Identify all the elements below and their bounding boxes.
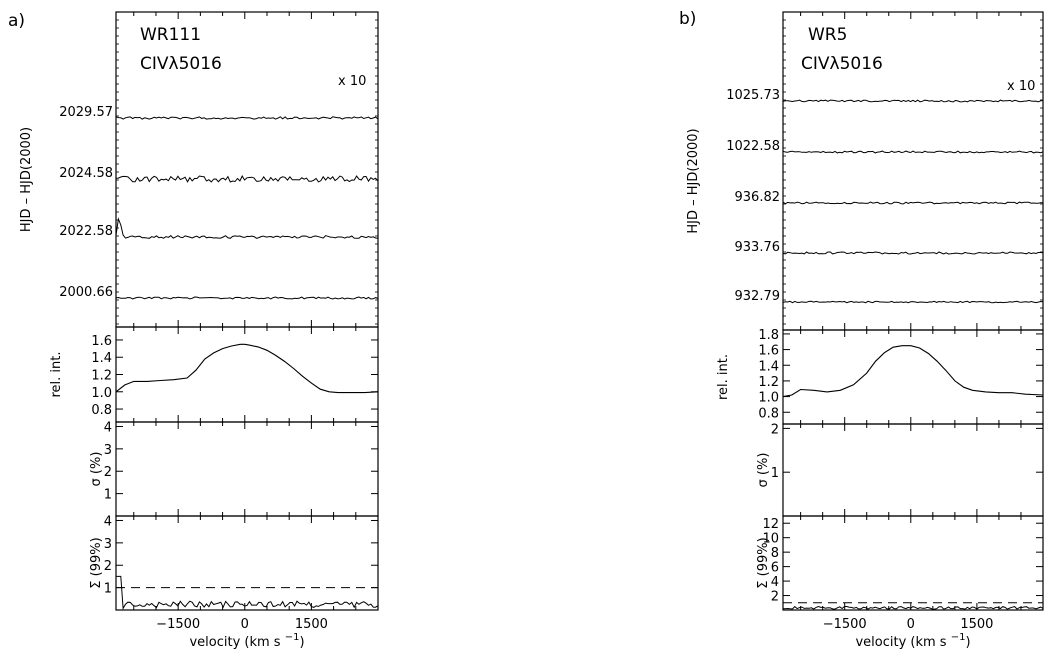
panel-b-x-tick-label: 1500 <box>960 617 993 632</box>
panel-b-profile-y-tick-label: 1.4 <box>758 359 779 374</box>
panel-a-sigma-y-tick-label: 4 <box>104 420 112 435</box>
panel-b-line-name: CIVλ5016 <box>801 54 883 74</box>
panel-b-ts-ylabel: HJD – HJD(2000) <box>686 128 701 233</box>
panel-a-sig-y-tick-label: 1 <box>104 582 112 597</box>
panel-b-x-tick-label: −1500 <box>823 617 867 632</box>
panel-b-x-tick-label: 0 <box>907 617 915 632</box>
panel-b-sig-y-tick-label: 8 <box>771 546 779 561</box>
panel-b-sigma-y-tick-label: 2 <box>771 422 779 437</box>
panel-a-epoch-label: 2022.58 <box>59 224 113 239</box>
panel-b-epoch-label: 1025.73 <box>726 88 780 103</box>
panel-b-epoch-label: 1022.58 <box>726 139 780 154</box>
panel-b-significance-line <box>782 605 1044 610</box>
panel-a-sig-y-tick-label: 4 <box>104 514 112 529</box>
panel-b-epoch-spectrum <box>782 201 1043 205</box>
panel-a-profile-y-tick-label: 1.4 <box>91 351 112 366</box>
panel-a-sigma-y-tick-label: 1 <box>104 488 112 503</box>
panel-a-profile-y-tick-label: 0.8 <box>91 403 112 418</box>
panel-a-label: a) <box>8 11 25 31</box>
panel-a-epoch-spectrum <box>115 296 379 300</box>
panel-a-sig-y-tick-label: 2 <box>104 559 112 574</box>
panel-a-profile-ylabel: rel. int. <box>49 351 64 397</box>
panel-b-sig-y-tick-label: 6 <box>771 561 779 576</box>
panel-b-sig-y-tick-label: 12 <box>762 517 779 532</box>
panel-b-epoch-label: 932.79 <box>735 289 781 304</box>
panel-b-profile-y-tick-label: 1.6 <box>758 344 779 359</box>
panel-b-epoch-spectrum <box>782 99 1044 103</box>
panel-a-sigma-ylabel: σ (%) <box>89 452 104 487</box>
panel-b-star-name: WR5 <box>808 25 847 45</box>
panel-b-sig-y-tick-label: 4 <box>771 575 779 590</box>
panel-b-sig-ylabel: Σ (99%) <box>756 537 771 588</box>
panel-b-sig-y-tick-label: 2 <box>771 590 779 605</box>
panel-b-sig-y-tick-label: 10 <box>762 532 779 547</box>
panel-b-scale-note: x 10 <box>1007 79 1035 94</box>
panel-b-sigma-y-tick-label: 1 <box>771 466 779 481</box>
panel-b-label: b) <box>679 9 696 29</box>
panel-a-scale-note: x 10 <box>338 74 366 89</box>
panel-a-sigma-y-tick-label: 2 <box>104 465 112 480</box>
panel-a-profile-y-tick-label: 1.2 <box>91 369 112 384</box>
panel-a-profile-y-tick-label: 1.6 <box>91 334 112 349</box>
panel-b-epoch-spectrum <box>782 150 1044 154</box>
panel-a-x-tick-label: 1500 <box>295 617 328 632</box>
panel-b-x-axis-label: velocity (km s −1) <box>855 632 970 650</box>
panel-a-significance-line <box>116 575 379 610</box>
panel-b-sigma-ylabel: σ (%) <box>756 453 771 488</box>
panel-a-sig-y-tick-label: 3 <box>104 537 112 552</box>
panel-a-line-name: CIVλ5016 <box>140 54 222 74</box>
panel-a-epoch-spectrum <box>115 116 379 120</box>
panel-a-significance-frame <box>115 515 379 611</box>
panel-a-epoch-spectrum <box>115 175 379 183</box>
panel-a-epoch-label: 2029.57 <box>59 105 113 120</box>
panel-b-profile-ylabel: rel. int. <box>716 354 731 400</box>
panel-b-epoch-label: 933.76 <box>735 240 781 255</box>
panel-b-profile-y-tick-label: 0.8 <box>758 406 779 421</box>
panel-a-sigma-y-tick-label: 3 <box>104 443 112 458</box>
panel-b-epoch-spectrum <box>782 251 1044 255</box>
panel-b-mean-profile-line <box>782 345 1044 398</box>
panel-a-profile-y-tick-label: 1.0 <box>91 386 112 401</box>
panel-a-ts-ylabel: HJD – HJD(2000) <box>19 127 34 232</box>
panel-b-significance-frame <box>782 515 1044 611</box>
panel-b-profile-y-tick-label: 1.0 <box>758 391 779 406</box>
panel-b-sigma-frame <box>782 423 1044 517</box>
panel-a-x-tick-label: 0 <box>241 617 249 632</box>
panel-b-epoch-label: 936.82 <box>735 190 781 205</box>
panel-a-mean-profile-line <box>115 343 379 394</box>
panel-b-profile-frame <box>782 329 1044 425</box>
panel-a-epoch-label: 2024.58 <box>59 166 113 181</box>
panel-a-x-tick-label: −1500 <box>156 617 200 632</box>
panel-a-epoch-spectrum <box>115 217 379 239</box>
panel-a-x-axis-label: velocity (km s −1) <box>189 632 304 650</box>
panel-a-sig-ylabel: Σ (99%) <box>89 537 104 588</box>
panel-a-sigma-frame <box>115 421 379 517</box>
panel-a-epoch-label: 2000.66 <box>59 285 113 300</box>
panel-b-profile-y-tick-label: 1.2 <box>758 375 779 390</box>
panel-a-profile-frame <box>115 326 379 423</box>
panel-b-epoch-spectrum <box>782 300 1044 304</box>
panel-b-profile-y-tick-label: 1.8 <box>758 328 779 343</box>
panel-a-star-name: WR111 <box>140 25 201 45</box>
